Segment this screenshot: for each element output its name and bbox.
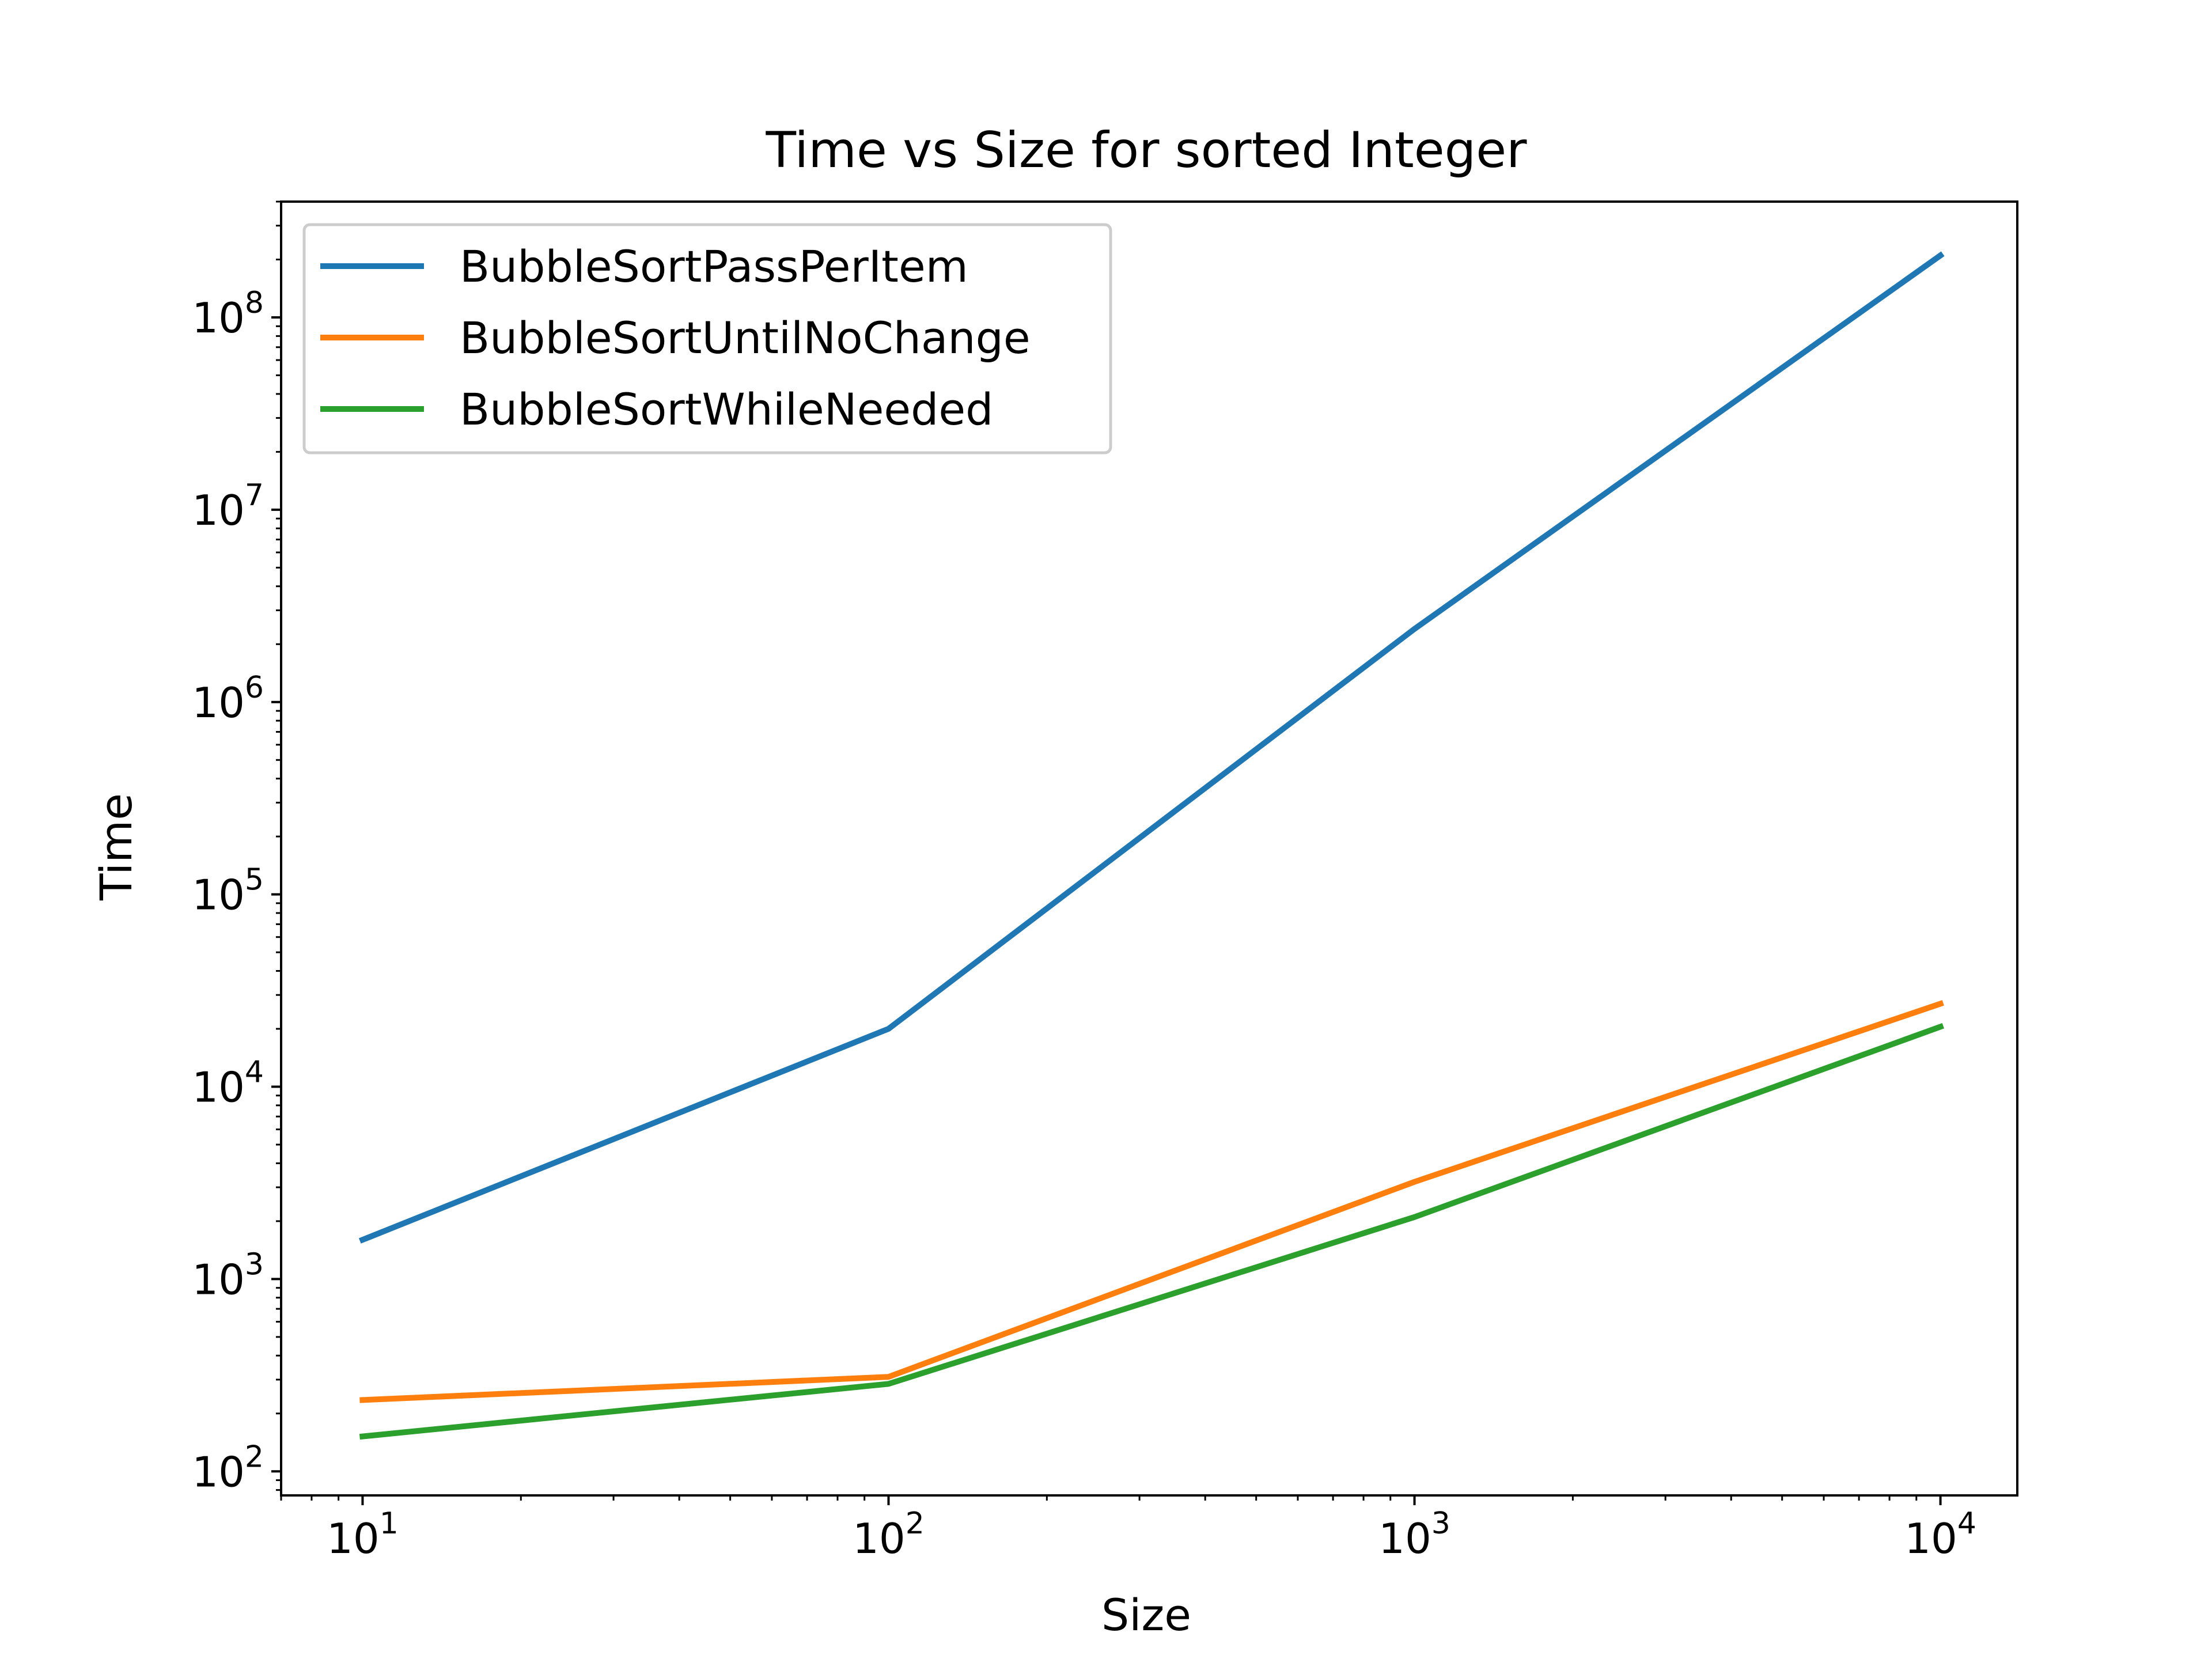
plot-frame [280, 200, 2018, 1497]
y-tick-label-2: 104 [192, 1055, 264, 1112]
y-axis-label: Time [90, 793, 142, 901]
x-tick-label-3: 104 [1904, 1506, 1976, 1563]
y-tick-label-6: 108 [192, 286, 264, 342]
y-tick-label-0: 102 [192, 1440, 264, 1496]
legend-label-0: BubbleSortPassPerItem [460, 241, 968, 292]
series-line-2 [359, 1022, 1945, 1440]
legend-label-1: BubbleSortUntilNoChange [460, 312, 1031, 363]
y-tick-label-5: 107 [192, 478, 264, 535]
x-tick-label-2: 103 [1378, 1506, 1450, 1563]
series-line-0 [358, 251, 1945, 1244]
axis-ticks: 101 102 103 104 102 103 104 105 106 107 108 [192, 200, 1976, 1563]
y-tick-label-3: 105 [192, 863, 264, 919]
chart-title: Time vs Size for sorted Integer [766, 122, 1528, 179]
series-lines [358, 251, 1945, 1440]
legend-box [302, 223, 1112, 454]
x-tick-label-1: 102 [853, 1506, 925, 1563]
legend-label-2: BubbleSortWhileNeeded [460, 384, 993, 435]
legend: BubbleSortPassPerItem BubbleSortUntilNoCh… [302, 223, 1112, 454]
x-axis-label: Size [1101, 1589, 1191, 1641]
y-tick-label-1: 103 [192, 1247, 264, 1304]
x-tick-label-0: 101 [327, 1506, 399, 1563]
y-tick-label-4: 106 [192, 671, 264, 727]
series-line-1 [359, 1000, 1944, 1403]
plot-area [280, 200, 2018, 1497]
